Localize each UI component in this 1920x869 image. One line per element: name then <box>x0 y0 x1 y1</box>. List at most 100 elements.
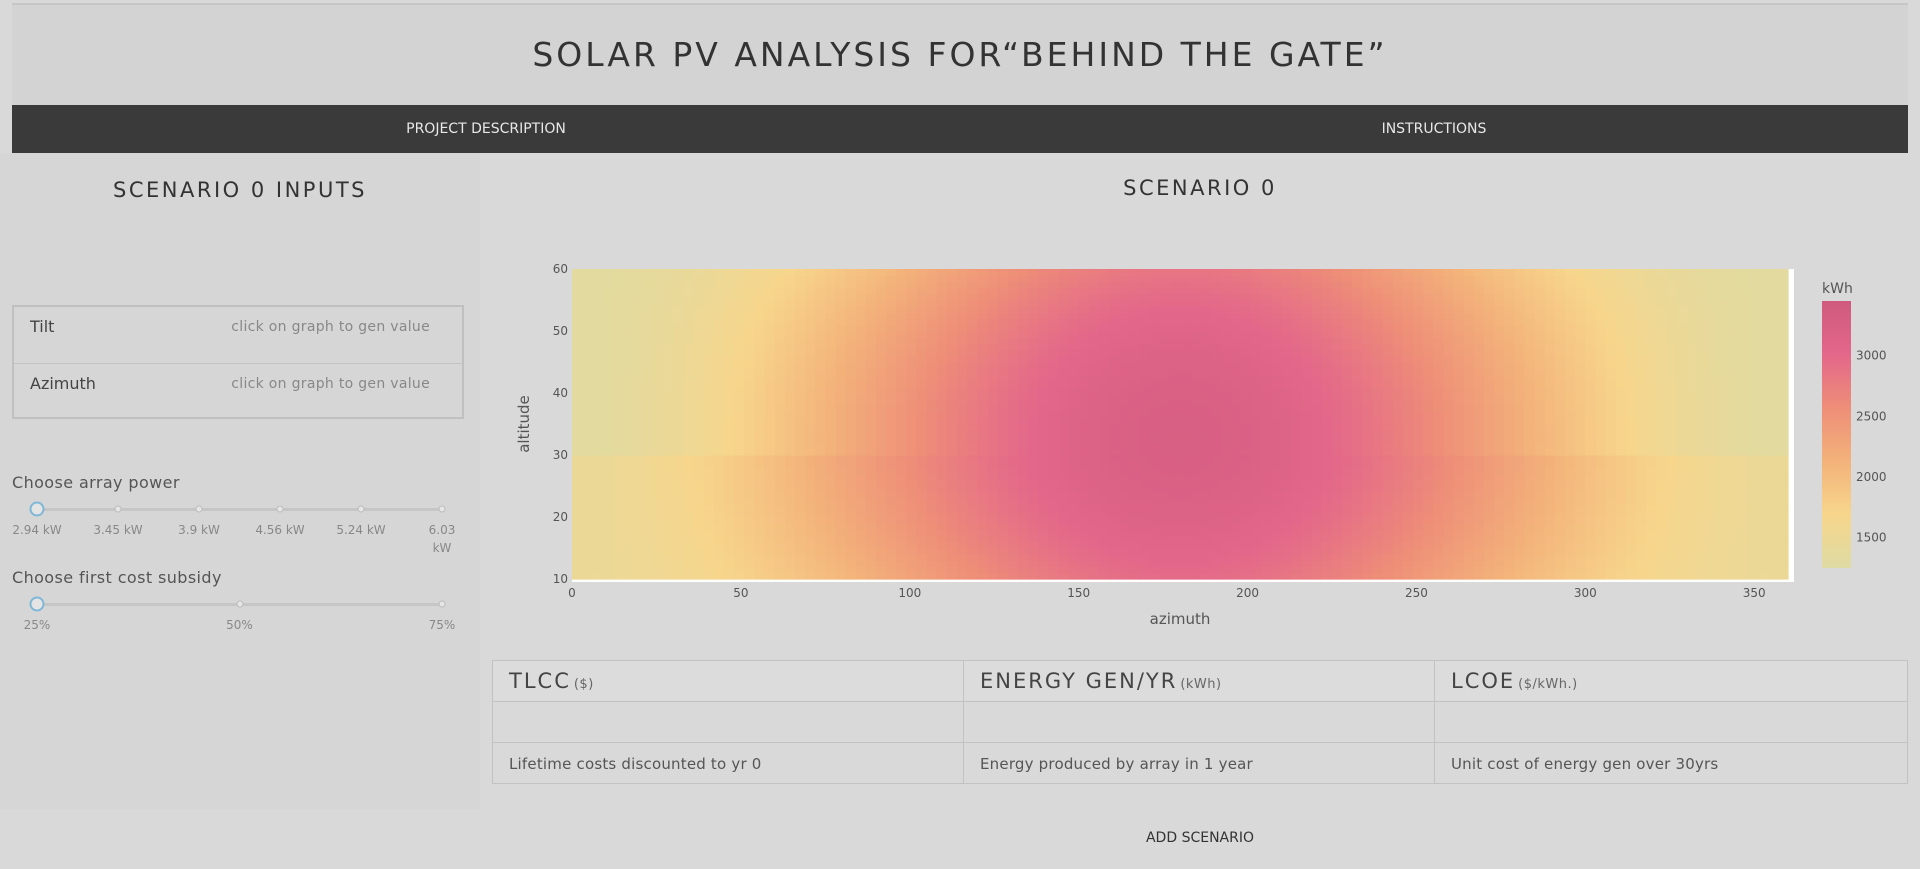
heatmap-cell[interactable] <box>1686 510 1698 518</box>
heatmap-cell[interactable] <box>1676 517 1688 524</box>
heatmap-cell[interactable] <box>977 467 989 475</box>
heatmap-cell[interactable] <box>946 504 958 512</box>
heatmap-cell[interactable] <box>1717 486 1728 493</box>
heatmap-cell[interactable] <box>1767 355 1779 363</box>
heatmap-cell[interactable] <box>1575 504 1586 512</box>
heatmap-cell[interactable] <box>1068 386 1080 394</box>
heatmap-cell[interactable] <box>1392 448 1404 456</box>
heatmap-cell[interactable] <box>774 504 786 512</box>
heatmap-cell[interactable] <box>1129 362 1141 369</box>
heatmap-cell[interactable] <box>1575 368 1586 375</box>
heatmap-cell[interactable] <box>1453 393 1465 400</box>
heatmap-cell[interactable] <box>1058 560 1070 568</box>
heatmap-cell[interactable] <box>946 529 958 537</box>
heatmap-cell[interactable] <box>683 411 695 419</box>
heatmap-cell[interactable] <box>926 448 938 456</box>
heatmap-cell[interactable] <box>865 510 877 518</box>
heatmap-cell[interactable] <box>592 541 603 549</box>
heatmap-cell[interactable] <box>1413 504 1424 512</box>
heatmap-cell[interactable] <box>865 541 877 549</box>
heatmap-cell[interactable] <box>1311 492 1323 499</box>
heatmap-cell[interactable] <box>1402 368 1414 375</box>
heatmap-cell[interactable] <box>794 355 806 363</box>
heatmap-cell[interactable] <box>1048 424 1059 431</box>
heatmap-cell[interactable] <box>693 349 705 357</box>
heatmap-cell[interactable] <box>1230 448 1242 456</box>
heatmap-cell[interactable] <box>1473 386 1485 394</box>
heatmap-cell[interactable] <box>1129 523 1141 530</box>
heatmap-cell[interactable] <box>1524 529 1536 537</box>
heatmap-cell[interactable] <box>855 517 867 524</box>
heatmap-cell[interactable] <box>1575 541 1586 549</box>
heatmap-cell[interactable] <box>1058 529 1070 537</box>
heatmap-cell[interactable] <box>886 498 897 506</box>
heatmap-cell[interactable] <box>1443 405 1455 413</box>
heatmap-cell[interactable] <box>916 486 928 493</box>
heatmap-cell[interactable] <box>1129 442 1141 450</box>
heatmap-cell[interactable] <box>1402 362 1414 369</box>
heatmap-cell[interactable] <box>1514 455 1526 462</box>
heatmap-cell[interactable] <box>1484 399 1495 406</box>
heatmap-cell[interactable] <box>825 380 837 388</box>
heatmap-cell[interactable] <box>1352 473 1363 481</box>
heatmap-cell[interactable] <box>1321 380 1333 388</box>
heatmap-cell[interactable] <box>1544 548 1556 555</box>
heatmap-cell[interactable] <box>926 486 938 493</box>
heatmap-cell[interactable] <box>784 455 796 462</box>
heatmap-cell[interactable] <box>1028 374 1039 382</box>
heatmap-cell[interactable] <box>1524 337 1536 344</box>
heatmap-cell[interactable] <box>1534 349 1546 357</box>
heatmap-cell[interactable] <box>642 405 654 413</box>
heatmap-cell[interactable] <box>1058 541 1070 549</box>
heatmap-cell[interactable] <box>1676 486 1688 493</box>
heatmap-cell[interactable] <box>784 349 796 357</box>
heatmap-cell[interactable] <box>1088 331 1100 338</box>
heatmap-cell[interactable] <box>1443 498 1455 506</box>
heatmap-cell[interactable] <box>1433 430 1445 437</box>
heatmap-cell[interactable] <box>1433 541 1445 549</box>
heatmap-cell[interactable] <box>794 411 806 419</box>
heatmap-cell[interactable] <box>622 417 634 425</box>
heatmap-cell[interactable] <box>1180 523 1191 530</box>
heatmap-cell[interactable] <box>1240 541 1252 549</box>
heatmap-cell[interactable] <box>1777 517 1789 524</box>
heatmap-cell[interactable] <box>744 529 755 537</box>
heatmap-cell[interactable] <box>967 368 978 375</box>
heatmap-cell[interactable] <box>1250 529 1262 537</box>
heatmap-cell[interactable] <box>612 566 624 574</box>
heatmap-cell[interactable] <box>582 411 593 419</box>
heatmap-cell[interactable] <box>1666 461 1678 468</box>
heatmap-cell[interactable] <box>1119 349 1130 357</box>
heatmap-cell[interactable] <box>1554 566 1566 574</box>
heatmap-cell[interactable] <box>784 331 796 338</box>
heatmap-cell[interactable] <box>1544 554 1556 561</box>
heatmap-cell[interactable] <box>1332 479 1343 487</box>
heatmap-cell[interactable] <box>1777 535 1789 543</box>
heatmap-cell[interactable] <box>1220 541 1232 549</box>
heatmap-cell[interactable] <box>683 424 695 431</box>
heatmap-cell[interactable] <box>805 461 816 468</box>
heatmap-cell[interactable] <box>632 498 644 506</box>
heatmap-cell[interactable] <box>713 572 725 580</box>
heatmap-cell[interactable] <box>1078 436 1090 444</box>
heatmap-cell[interactable] <box>886 448 897 456</box>
heatmap-cell[interactable] <box>1777 548 1789 555</box>
heatmap-cell[interactable] <box>1747 535 1759 543</box>
heatmap-cell[interactable] <box>1007 386 1019 394</box>
heatmap-cell[interactable] <box>1311 374 1323 382</box>
heatmap-cell[interactable] <box>1605 541 1617 549</box>
heatmap-cell[interactable] <box>683 535 695 543</box>
heatmap-cell[interactable] <box>1301 343 1313 351</box>
heatmap-cell[interactable] <box>865 393 877 400</box>
heatmap-cell[interactable] <box>1777 374 1789 382</box>
heatmap-cell[interactable] <box>1068 362 1080 369</box>
heatmap-cell[interactable] <box>1332 331 1343 338</box>
heatmap-cell[interactable] <box>1038 572 1049 580</box>
heatmap-cell[interactable] <box>713 486 725 493</box>
heatmap-cell[interactable] <box>794 337 806 344</box>
heatmap-cell[interactable] <box>1190 566 1201 574</box>
heatmap-cell[interactable] <box>1230 442 1242 450</box>
heatmap-cell[interactable] <box>1098 442 1110 450</box>
heatmap-cell[interactable] <box>1200 337 1211 344</box>
heatmap-cell[interactable] <box>754 455 766 462</box>
